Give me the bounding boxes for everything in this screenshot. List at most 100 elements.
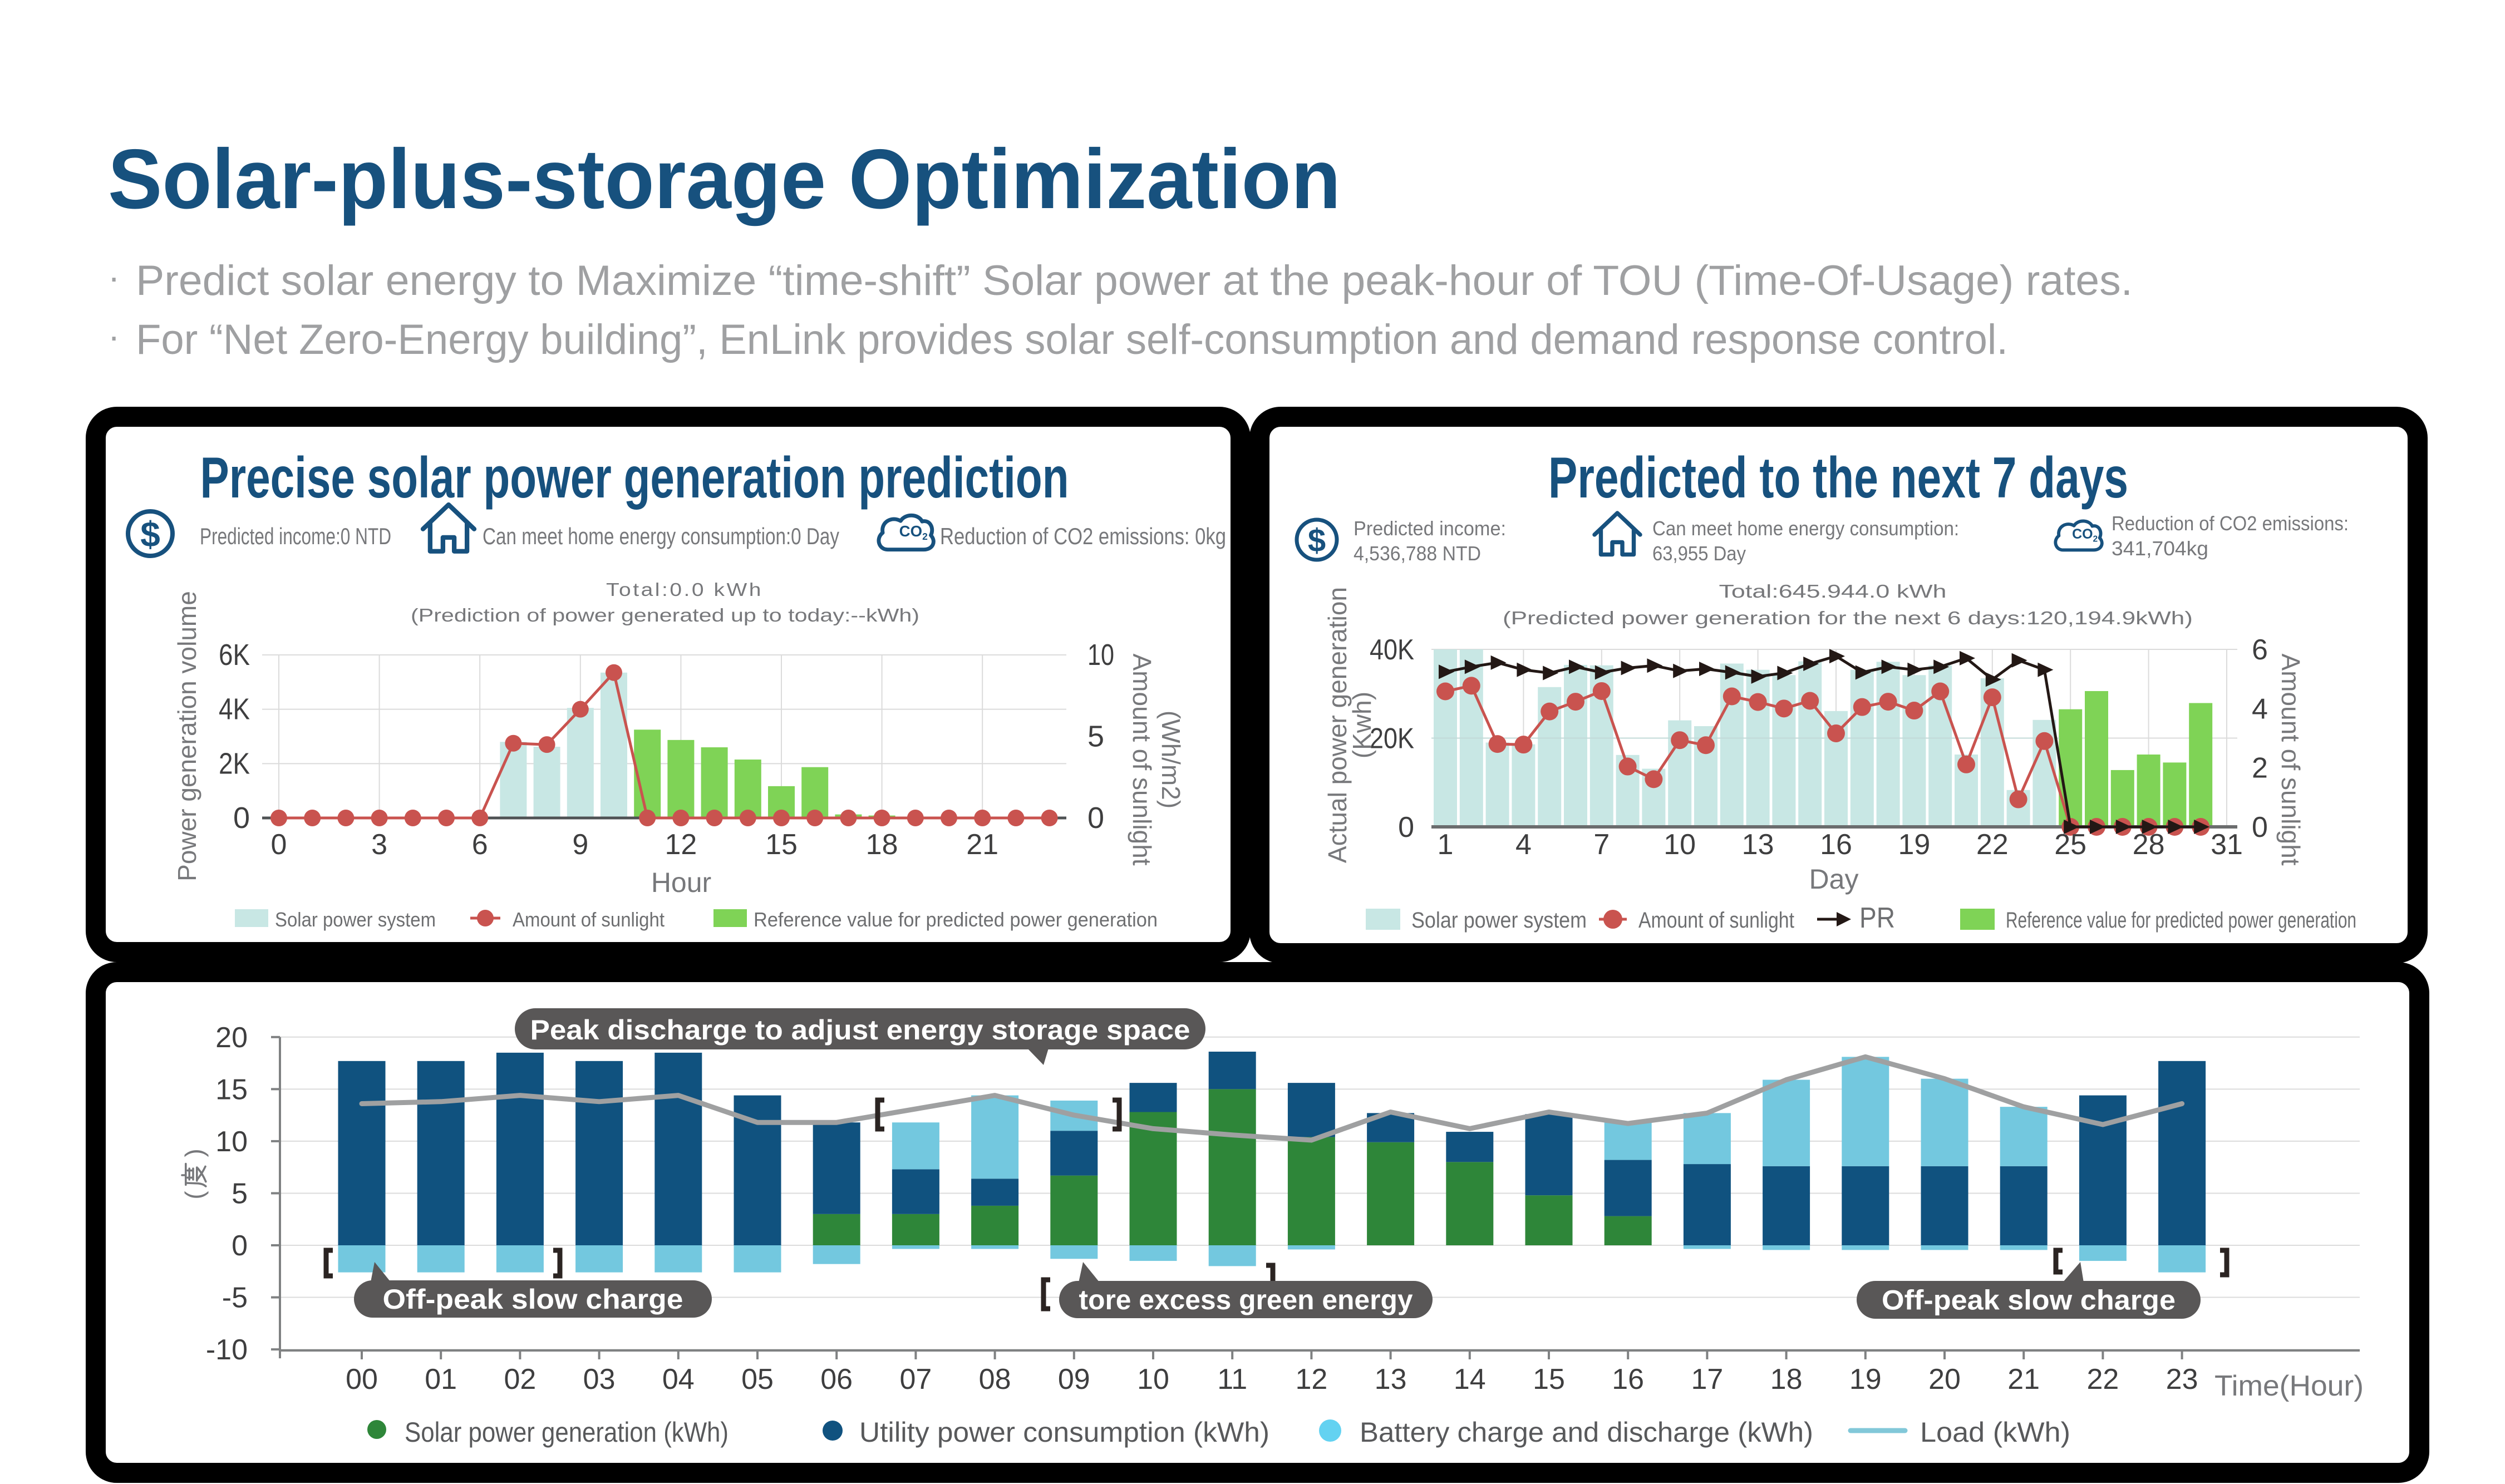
svg-text:22: 22 [2086, 1363, 2119, 1396]
svg-text:17: 17 [1691, 1363, 1723, 1396]
svg-text:5: 5 [1087, 720, 1104, 753]
svg-text:Amount of sunlight: Amount of sunlight [1638, 908, 1794, 933]
svg-text:6K: 6K [219, 638, 250, 672]
svg-text:Predicted income:: Predicted income: [1354, 517, 1506, 540]
svg-text:0: 0 [1398, 811, 1414, 844]
svg-text:Reduction of CO2 emissions: 0k: Reduction of CO2 emissions: 0kg [940, 523, 1226, 549]
svg-text:Reference value for predicted: Reference value for predicted power gene… [754, 908, 1158, 931]
svg-text:00: 00 [346, 1363, 378, 1396]
svg-text:Amount of sunlight: Amount of sunlight [2276, 653, 2305, 865]
svg-text:16: 16 [1820, 829, 1852, 861]
svg-text:03: 03 [583, 1363, 616, 1396]
svg-text:tore excess green energy: tore excess green energy [1079, 1284, 1413, 1315]
svg-text:2K: 2K [219, 747, 250, 780]
svg-text:0: 0 [271, 829, 287, 861]
svg-text:06: 06 [820, 1363, 853, 1396]
svg-text:4K: 4K [219, 693, 250, 726]
svg-text:Predicted income:0 NTD: Predicted income:0 NTD [200, 523, 391, 549]
svg-text:13: 13 [1375, 1363, 1407, 1396]
svg-text:Predicted to the next 7 days: Predicted to the next 7 days [1548, 446, 2128, 510]
svg-text:7: 7 [1593, 829, 1610, 861]
svg-text:15: 15 [1533, 1363, 1565, 1396]
svg-text:Total:0.0 kWh: Total:0.0 kWh [606, 579, 763, 600]
svg-text:05: 05 [741, 1363, 774, 1396]
svg-text:(Kwh): (Kwh) [1347, 692, 1376, 758]
svg-text:2: 2 [2252, 752, 2268, 785]
svg-text:Day: Day [1809, 864, 1859, 895]
svg-text:10: 10 [1087, 638, 1114, 672]
svg-text:13: 13 [1742, 829, 1774, 861]
svg-text:Can meet home energy consumpti: Can meet home energy consumption:0 Day [483, 523, 839, 549]
svg-text:Actual power generation: Actual power generation [1323, 587, 1352, 863]
svg-text:08: 08 [979, 1363, 1011, 1396]
svg-text:40K: 40K [1370, 634, 1414, 666]
svg-text:0: 0 [232, 1230, 248, 1262]
svg-text:4: 4 [2252, 693, 2268, 725]
svg-text:Amount of sunlight: Amount of sunlight [513, 908, 665, 931]
svg-text:10: 10 [1137, 1363, 1169, 1396]
svg-text:15: 15 [765, 829, 798, 861]
svg-text:Precise solar power generation: Precise solar power generation predictio… [200, 446, 1069, 510]
svg-text:Utility power consumption (kWh: Utility power consumption (kWh) [859, 1417, 1269, 1448]
svg-text:Can meet home energy consumpti: Can meet home energy consumption: [1652, 517, 1959, 540]
svg-text:15: 15 [215, 1073, 248, 1106]
svg-text:19: 19 [1898, 829, 1930, 861]
svg-text:Solar power system: Solar power system [1411, 908, 1587, 933]
svg-text:·: · [108, 257, 120, 297]
svg-text:1: 1 [1438, 829, 1454, 861]
svg-text:04: 04 [662, 1363, 695, 1396]
svg-text:02: 02 [504, 1363, 536, 1396]
svg-text:18: 18 [1770, 1363, 1803, 1396]
svg-text:Solar-plus-storage Optimizatio: Solar-plus-storage Optimization [108, 132, 1341, 226]
svg-text:09: 09 [1058, 1363, 1090, 1396]
svg-text:0: 0 [233, 801, 250, 835]
svg-text:25: 25 [2054, 829, 2086, 861]
svg-text:Load (kWh): Load (kWh) [1920, 1417, 2070, 1448]
svg-text:-10: -10 [206, 1334, 248, 1366]
svg-text:14: 14 [1454, 1363, 1486, 1396]
svg-text:5: 5 [232, 1177, 248, 1210]
svg-text:Time(Hour): Time(Hour) [2214, 1370, 2364, 1402]
svg-text:01: 01 [425, 1363, 457, 1396]
svg-text:10: 10 [215, 1126, 248, 1158]
svg-text:Solar power system: Solar power system [275, 908, 436, 931]
svg-text:3: 3 [371, 829, 387, 861]
svg-text:(Prediction of power generated: (Prediction of power generated up to tod… [411, 605, 919, 625]
svg-text:Solar power generation (kWh): Solar power generation (kWh) [405, 1417, 729, 1448]
svg-text:10: 10 [1664, 829, 1696, 861]
svg-text:Amount of sunlight: Amount of sunlight [1128, 653, 1156, 865]
svg-text:Off-peak slow charge: Off-peak slow charge [1882, 1285, 2176, 1316]
svg-text:20: 20 [215, 1022, 248, 1054]
svg-text:0: 0 [2252, 811, 2268, 844]
svg-text:28: 28 [2133, 829, 2165, 861]
svg-text:Power generation volume: Power generation volume [173, 591, 201, 881]
svg-text:For “Net Zero-Energy building”: For “Net Zero-Energy building”, EnLink p… [136, 316, 2008, 363]
svg-text:Hour: Hour [651, 867, 711, 898]
svg-text:12: 12 [1295, 1363, 1327, 1396]
svg-text:22: 22 [1976, 829, 2009, 861]
svg-text:0: 0 [1087, 801, 1104, 835]
svg-text:23: 23 [2166, 1363, 2198, 1396]
svg-text:19: 19 [1849, 1363, 1882, 1396]
svg-text:(: ( [180, 1191, 209, 1200]
svg-text:-5: -5 [222, 1282, 248, 1314]
svg-text:21: 21 [2007, 1363, 2040, 1396]
svg-text:$: $ [1308, 522, 1326, 559]
svg-text:$: $ [140, 514, 160, 554]
svg-text:PR: PR [1859, 902, 1895, 934]
svg-text:12: 12 [665, 829, 697, 861]
svg-text:6: 6 [2252, 634, 2268, 666]
svg-text:Off-peak slow charge: Off-peak slow charge [383, 1284, 683, 1315]
svg-text:Total:645.944.0 kWh: Total:645.944.0 kWh [1719, 581, 1947, 602]
svg-text:16: 16 [1612, 1363, 1644, 1396]
svg-text:Predict solar energy to Maximi: Predict solar energy to Maximize “time-s… [136, 257, 2133, 304]
svg-text:·: · [108, 316, 120, 356]
svg-text:21: 21 [966, 829, 998, 861]
svg-text:20K: 20K [1370, 723, 1414, 755]
svg-text:Reference value for predicted: Reference value for predicted power gene… [2006, 908, 2356, 933]
svg-text:07: 07 [899, 1363, 932, 1396]
svg-text:31: 31 [2211, 829, 2243, 861]
svg-text:341,704kg: 341,704kg [2112, 537, 2208, 560]
svg-text:6: 6 [472, 829, 488, 861]
svg-text:(Wh/m2): (Wh/m2) [1156, 711, 1185, 808]
